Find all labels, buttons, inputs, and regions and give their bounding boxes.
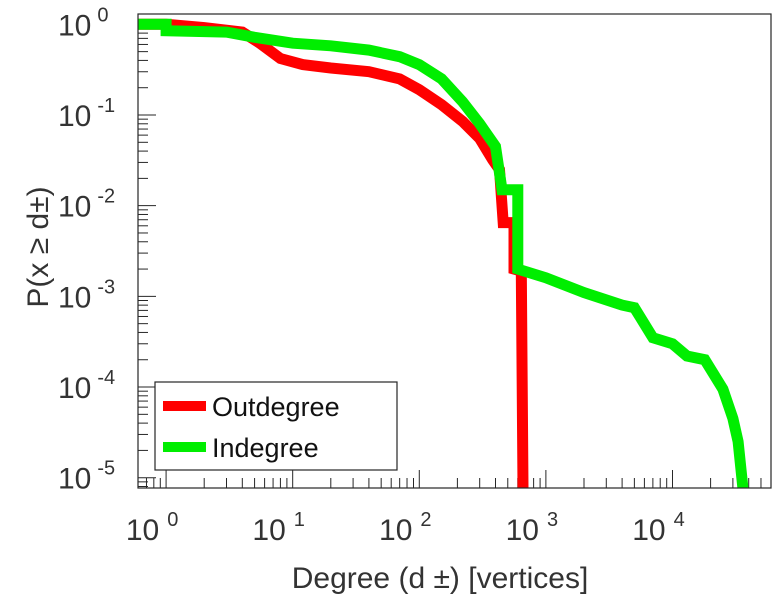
plot-frame bbox=[137, 13, 772, 489]
y-tick-label: 10 -2 bbox=[58, 186, 115, 224]
y-tick-label: 10 -3 bbox=[58, 276, 115, 314]
y-tick-label: 10 -5 bbox=[58, 458, 115, 496]
legend-label-outdegree: Outdegree bbox=[212, 392, 340, 422]
y-tick-label: 10 -1 bbox=[58, 95, 115, 133]
legend-label-indegree: Indegree bbox=[212, 433, 319, 463]
series-layer bbox=[138, 18, 749, 489]
minor-ticks bbox=[137, 23, 772, 488]
y-axis-label: P(x ≥ d±) bbox=[22, 186, 55, 307]
x-tick-label: 10 2 bbox=[379, 509, 432, 547]
x-tick-label: 10 4 bbox=[632, 509, 685, 547]
x-axis-label: Degree (d ±) [vertices] bbox=[292, 562, 589, 595]
legend-box bbox=[154, 381, 398, 471]
x-tick-label: 10 1 bbox=[252, 509, 305, 547]
x-tick-labels: 10 0 10 1 10 2 10 3 10 4 bbox=[126, 509, 685, 547]
x-tick-label: 10 0 bbox=[126, 509, 179, 547]
series-line-indegree bbox=[138, 18, 749, 489]
y-tick-label: 10 0 bbox=[58, 4, 109, 42]
legend: Outdegree Indegree bbox=[154, 381, 398, 471]
x-tick-label: 10 3 bbox=[506, 509, 559, 547]
y-tick-label: 10 -4 bbox=[58, 367, 115, 405]
